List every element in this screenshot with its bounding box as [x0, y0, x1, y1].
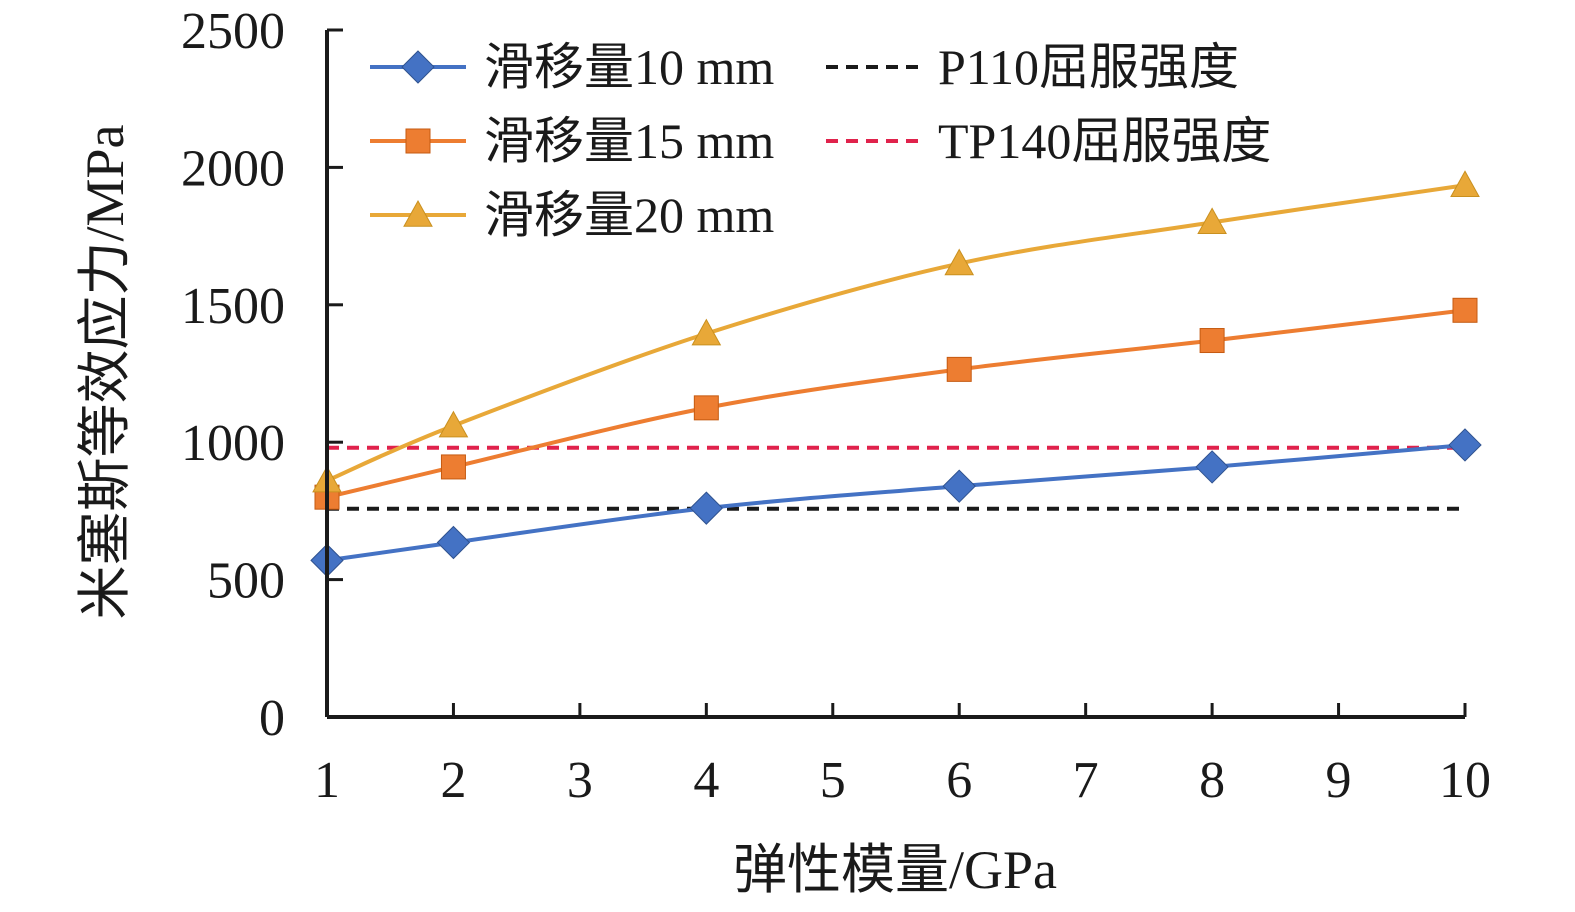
series-3-point-4 — [944, 248, 975, 276]
series-2-point-4 — [946, 356, 972, 382]
tick-labels: 0 500 1000 1500 2000 2500 1 2 3 4 5 6 7 8 9 10 — [181, 3, 1491, 809]
x-tick-label-8: 8 — [1199, 752, 1225, 809]
legend-label-3: 滑移量20 mm — [484, 187, 774, 243]
series-2-point-2 — [440, 454, 466, 480]
x-tick-label-5: 5 — [820, 752, 846, 809]
legend-marker-3 — [403, 199, 433, 227]
x-tick-label-10: 10 — [1439, 752, 1491, 809]
legend-ref-label-2: TP140屈服强度 — [938, 113, 1271, 169]
y-tick-label-4: 1500 — [181, 278, 285, 335]
series-3-point-5 — [1197, 207, 1227, 235]
x-tick-label-2: 2 — [440, 752, 466, 809]
y-tick-label-3: 1000 — [181, 415, 285, 472]
series-2-point-6 — [1452, 297, 1478, 323]
legend: 滑移量10 mm 滑移量15 mm 滑移量20 mm P110屈服强度 TP140屈服强… — [370, 39, 1271, 243]
series-1-point-2 — [436, 525, 471, 560]
series-line-2 — [326, 308, 1466, 500]
x-tick-label-4: 4 — [693, 752, 719, 809]
series-3-point-6 — [1450, 170, 1480, 197]
x-tick-label-7: 7 — [1073, 752, 1099, 809]
legend-label-2: 滑移量15 mm — [484, 113, 774, 169]
reference-lines — [327, 445, 1465, 511]
series-lines — [310, 170, 1482, 578]
legend-marker-2 — [405, 128, 431, 154]
y-tick-label-2: 500 — [207, 553, 285, 610]
y-tick-label-6: 2500 — [181, 3, 285, 60]
series-1-point-4 — [942, 469, 976, 503]
y-axis-label: 米塞斯等效应力/MPa — [75, 124, 135, 619]
y-tick-label-5: 2000 — [181, 140, 285, 197]
x-tick-label-1: 1 — [314, 752, 340, 809]
x-tick-label-3: 3 — [567, 752, 593, 809]
series-1-point-6 — [1448, 428, 1482, 462]
legend-label-1: 滑移量10 mm — [484, 39, 774, 95]
x-tick-label-6: 6 — [946, 752, 972, 809]
series-1-point-5 — [1195, 450, 1229, 484]
series-2-point-5 — [1199, 328, 1225, 354]
series-3-point-2 — [438, 410, 469, 438]
x-axis-label: 弹性模量/GPa — [733, 840, 1057, 900]
series-1-point-3 — [689, 491, 724, 525]
series-3-point-3 — [691, 318, 722, 346]
legend-marker-1 — [401, 50, 435, 84]
series-line-1 — [326, 442, 1466, 563]
legend-ref-label-1: P110屈服强度 — [938, 39, 1239, 95]
y-tick-label-1: 0 — [259, 690, 285, 747]
axes — [325, 28, 1467, 719]
x-tick-label-9: 9 — [1326, 752, 1352, 809]
series-2-point-3 — [693, 395, 719, 421]
